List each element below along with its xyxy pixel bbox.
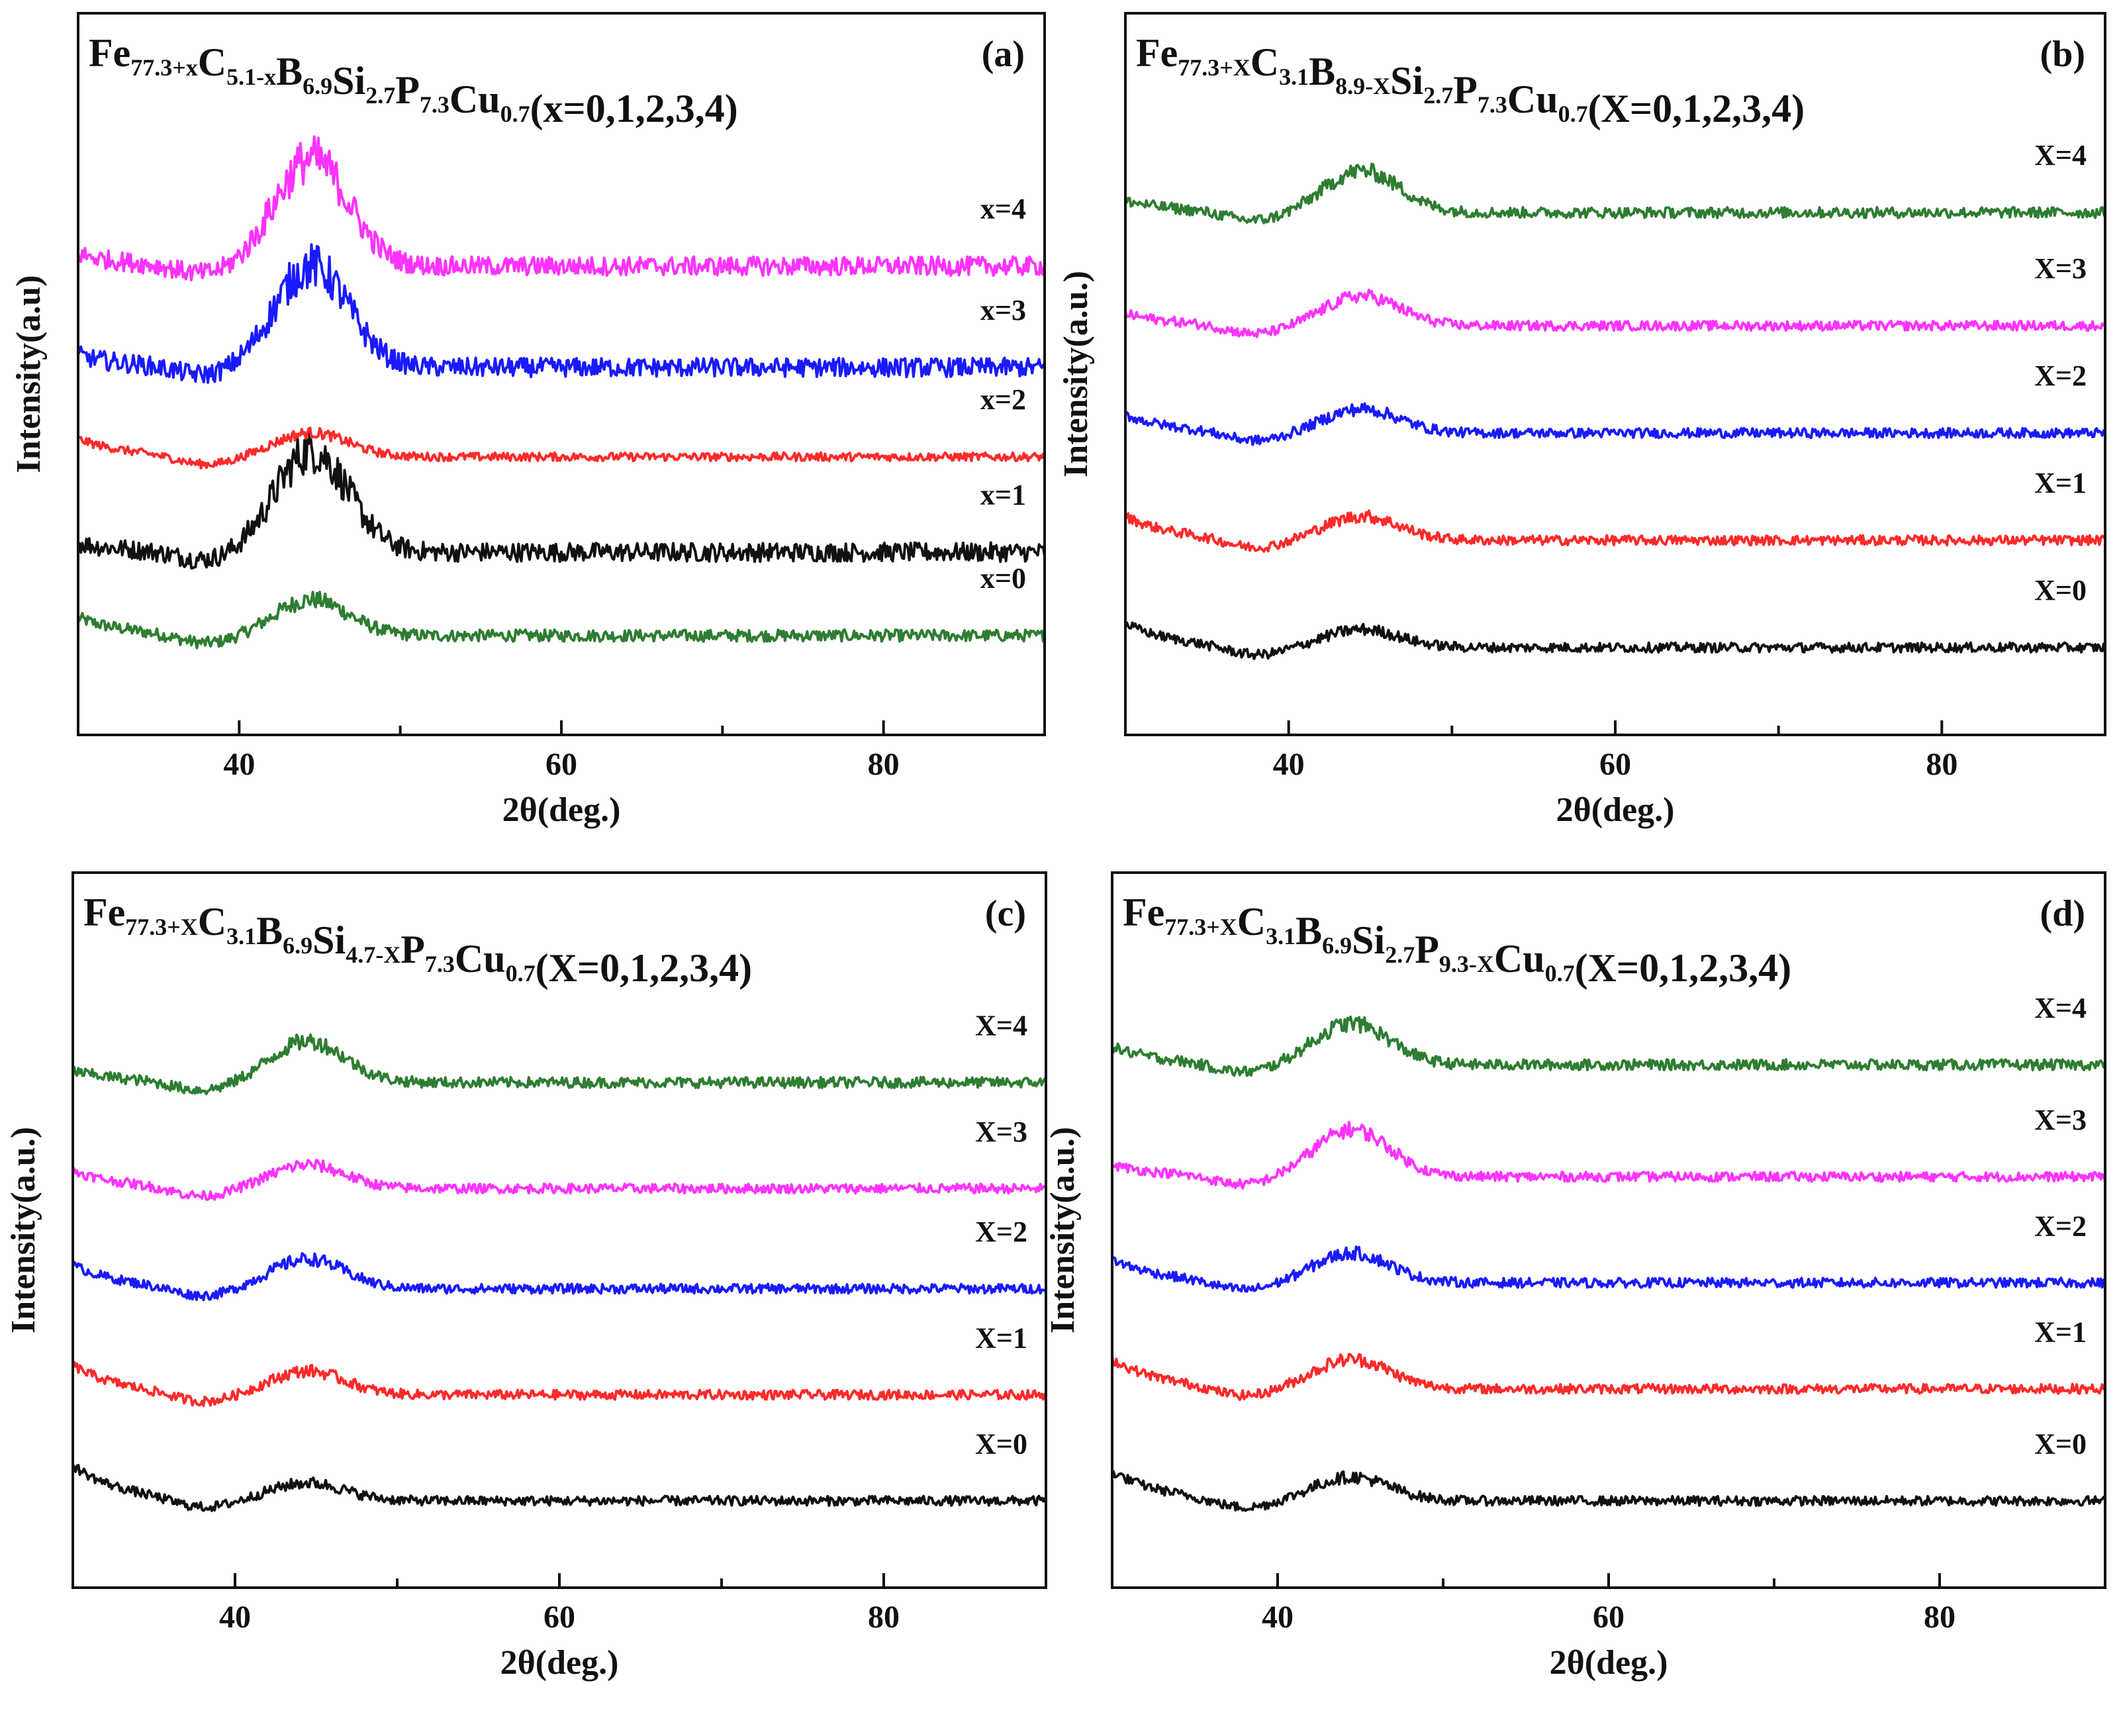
series-line-X2 xyxy=(71,1252,1047,1302)
series-line-X1 xyxy=(71,1361,1047,1407)
series-label-X0: X=0 xyxy=(2034,574,2087,606)
panel-title: Fe77.3+XC3.1B6.9Si2.7P9.3-XCu0.7(X=0,1,2… xyxy=(1123,891,1791,990)
panel-b: X=0 X=1 X=2 X=3 X=4 40 60 80 2θ(deg.) Intensity(a… xyxy=(1057,12,2106,829)
x-tick-label-40: 40 xyxy=(1262,1600,1294,1635)
series-label-X0: X=0 xyxy=(975,1428,1027,1461)
y-axis-title: Intensity(a.u) xyxy=(10,275,48,473)
series-line-x0 xyxy=(77,591,1045,650)
x-tick-label-80: 80 xyxy=(1926,747,1957,782)
series-label-X3: X=3 xyxy=(975,1116,1027,1148)
panel-letter: (b) xyxy=(2040,34,2085,75)
panel-a: x=0 x=1 x=2 x=3 x=4 40 60 80 2θ(deg.) Intensity(a… xyxy=(10,12,1046,829)
panel-d: X=0 X=1 X=2 X=3 X=4 40 60 80 2θ(deg.) Intensity(a… xyxy=(1044,871,2106,1682)
series-line-X3 xyxy=(1111,1121,2106,1190)
x-axis-title: 2θ(deg.) xyxy=(502,791,621,829)
x-tick-label-60: 60 xyxy=(1599,747,1631,782)
series-line-X4 xyxy=(72,1033,1047,1096)
series-label-X4: X=4 xyxy=(2034,992,2087,1024)
panel-letter: (d) xyxy=(2040,893,2085,934)
series-label-X4: X=4 xyxy=(975,1010,1027,1042)
x-axis-title: 2θ(deg.) xyxy=(1550,1644,1668,1682)
series-label-X0: X=0 xyxy=(2034,1428,2087,1461)
series-label-X1: X=1 xyxy=(2034,1316,2087,1349)
series-label-x0: x=0 xyxy=(980,562,1026,595)
series-line-X0 xyxy=(71,1463,1047,1512)
y-axis-title: Intensity(a.u.) xyxy=(1057,271,1095,477)
series-line-X0 xyxy=(1111,1469,2106,1512)
series-line-X4 xyxy=(1124,162,2106,224)
series-label-X2: X=2 xyxy=(975,1216,1027,1248)
x-tick-label-60: 60 xyxy=(543,1600,575,1635)
series-line-X1 xyxy=(1111,1353,2106,1401)
x-tick-label-80: 80 xyxy=(868,747,900,782)
x-tick-label-80: 80 xyxy=(1924,1600,1956,1635)
panel-letter: (a) xyxy=(982,34,1025,75)
series-line-x3 xyxy=(77,243,1046,384)
series-label-x4: x=4 xyxy=(980,193,1026,225)
x-tick-label-60: 60 xyxy=(545,747,577,782)
series-line-X2 xyxy=(1111,1245,2106,1293)
series-label-X1: X=1 xyxy=(2034,467,2087,499)
x-tick-label-80: 80 xyxy=(868,1600,900,1635)
series-line-X1 xyxy=(1124,509,2106,553)
panel-letter: (c) xyxy=(985,893,1026,934)
series-label-x1: x=1 xyxy=(980,479,1026,511)
series-line-x4 xyxy=(77,135,1046,281)
panel-title: Fe77.3+XC3.1B6.9Si4.7-XP7.3Cu0.7(X=0,1,2… xyxy=(83,891,752,990)
x-tick-label-40: 40 xyxy=(219,1600,251,1635)
series-label-X1: X=1 xyxy=(975,1322,1027,1354)
series-line-X4 xyxy=(1111,1015,2106,1077)
x-tick-label-40: 40 xyxy=(223,747,255,782)
series-label-x3: x=3 xyxy=(980,294,1026,326)
x-tick-label-40: 40 xyxy=(1273,747,1305,782)
series-line-X2 xyxy=(1124,402,2106,446)
x-axis-title: 2θ(deg.) xyxy=(1556,791,1675,829)
panel-title: Fe77.3+xC5.1-xB6.9Si2.7P7.3Cu0.7(x=0,1,2… xyxy=(89,31,738,130)
series-label-X3: X=3 xyxy=(2034,252,2087,285)
series-line-X3 xyxy=(71,1159,1047,1201)
y-axis-title: Intensity(a.u.) xyxy=(1044,1127,1082,1333)
series-label-X4: X=4 xyxy=(2034,139,2087,171)
series-label-X2: X=2 xyxy=(2034,1210,2087,1242)
series-label-X3: X=3 xyxy=(2034,1104,2087,1136)
series-label-x2: x=2 xyxy=(980,383,1026,416)
panel-c: X=0 X=1 X=2 X=3 X=4 40 60 80 2θ(deg.) Intensity(a… xyxy=(5,871,1047,1682)
series-label-X2: X=2 xyxy=(2034,360,2087,392)
series-line-x1 xyxy=(77,430,1046,570)
series-line-x2 xyxy=(77,426,1046,469)
x-axis-title: 2θ(deg.) xyxy=(500,1644,619,1682)
y-axis-title: Intensity(a.u.) xyxy=(5,1127,42,1333)
panel-title: Fe77.3+XC3.1B8.9-XSi2.7P7.3Cu0.7(X=0,1,2… xyxy=(1136,31,1805,130)
series-line-X0 xyxy=(1124,621,2106,660)
series-line-X3 xyxy=(1124,289,2106,338)
x-tick-label-60: 60 xyxy=(1593,1600,1625,1635)
